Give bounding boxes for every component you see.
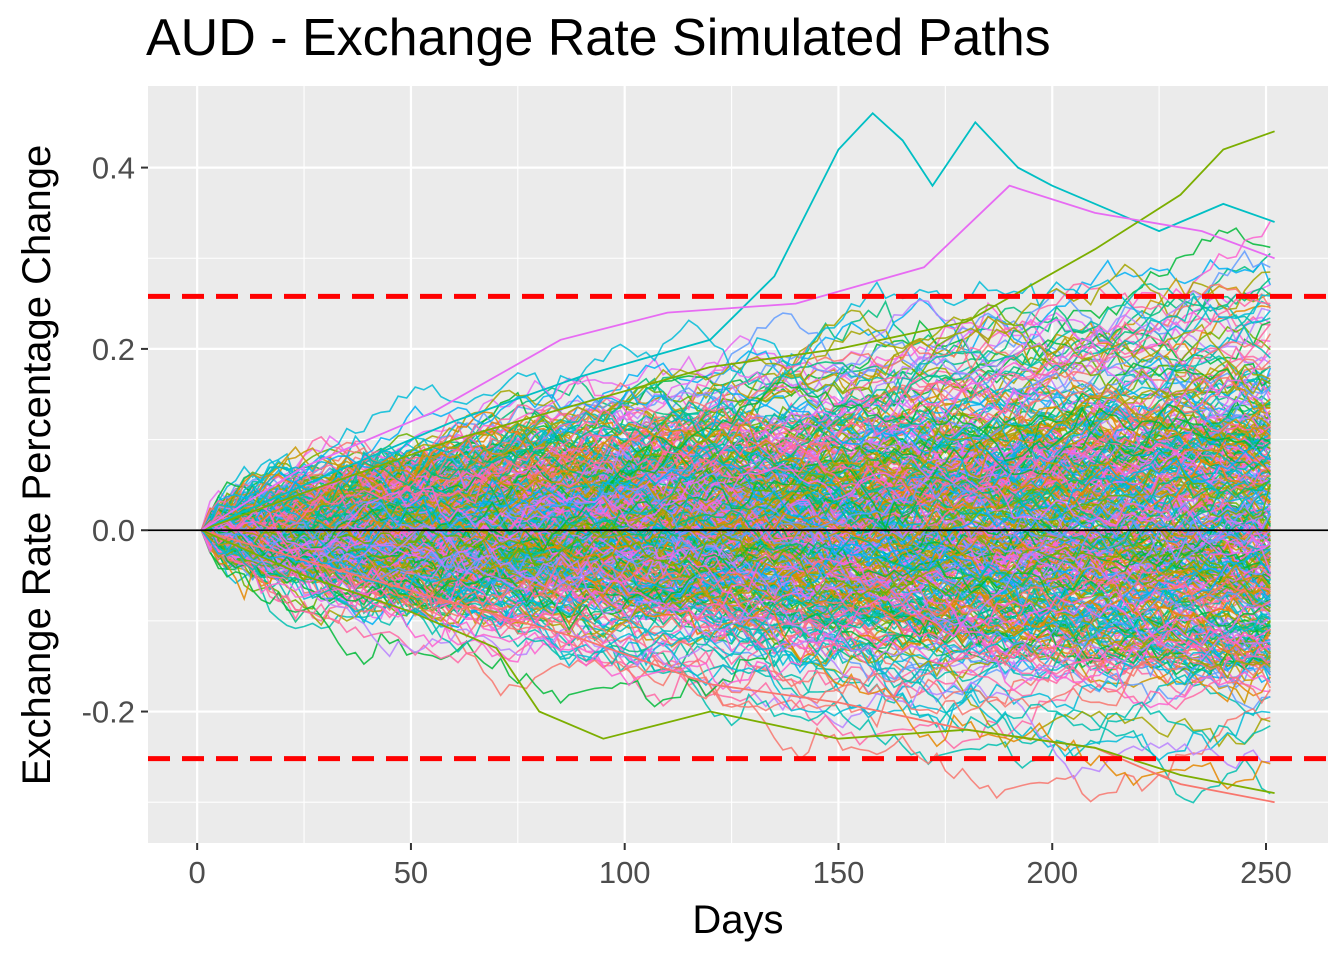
simulated-path xyxy=(201,500,1271,586)
simulated-path xyxy=(200,508,1271,677)
series-line xyxy=(201,130,1275,532)
simulated-path xyxy=(200,323,1271,531)
simulated-path xyxy=(201,449,1271,551)
simulated-path xyxy=(201,381,1271,568)
simulated-path xyxy=(201,457,1271,611)
simulated-path xyxy=(200,483,1272,597)
x-tick-label: 100 xyxy=(599,855,651,890)
simulated-path xyxy=(201,279,1271,535)
simulated-path xyxy=(201,516,1271,790)
simulated-path xyxy=(200,429,1271,613)
chart-title: AUD - Exchange Rate Simulated Paths xyxy=(146,9,1051,67)
simulated-path xyxy=(200,383,1271,531)
simulated-path xyxy=(201,528,1271,745)
simulated-path xyxy=(200,529,1271,675)
simulated-path xyxy=(200,382,1271,531)
x-tick-label: 50 xyxy=(394,855,428,890)
series-line xyxy=(201,529,1275,804)
simulated-path xyxy=(200,384,1271,531)
simulated-path xyxy=(201,529,1271,716)
simulated-path xyxy=(200,516,1271,659)
simulated-path xyxy=(201,529,1271,734)
y-tick-label: 0.2 xyxy=(92,332,135,367)
x-axis-title: Days xyxy=(692,898,783,942)
simulated-path xyxy=(201,482,1271,675)
x-tick-label: 0 xyxy=(189,855,206,890)
simulated-path xyxy=(200,409,1271,562)
simulated-path xyxy=(200,515,1271,662)
simulated-path xyxy=(200,522,1271,641)
y-tick-label: 0.4 xyxy=(92,151,135,186)
y-tick-label: 0.0 xyxy=(92,513,135,548)
simulated-path xyxy=(201,521,1271,626)
simulated-path xyxy=(200,416,1271,553)
tick-layer: 0 50 100 150 200 250 -0.2 0.0 0.2 0.4 xyxy=(82,151,1292,890)
simulated-path xyxy=(201,354,1271,539)
simulated-path xyxy=(200,359,1271,544)
simulated-path xyxy=(200,504,1271,655)
simulated-path xyxy=(201,434,1271,562)
simulated-path xyxy=(200,439,1271,558)
series-line xyxy=(201,111,1275,532)
simulated-path xyxy=(200,529,1271,708)
simulated-path xyxy=(200,395,1271,531)
series-line xyxy=(200,184,1275,531)
simulated-path xyxy=(200,403,1271,579)
x-tick-label: 250 xyxy=(1240,855,1292,890)
simulated-path xyxy=(200,479,1272,563)
simulated-path xyxy=(201,514,1271,682)
simulated-path xyxy=(200,446,1271,583)
simulated-path xyxy=(200,456,1271,545)
simulated-path xyxy=(201,505,1271,691)
y-axis-title: Exchange Rate Percentage Change xyxy=(15,145,59,785)
x-tick-label: 150 xyxy=(813,855,865,890)
reference-lines xyxy=(148,293,1328,762)
simulated-path xyxy=(200,366,1271,547)
simulated-path xyxy=(201,478,1271,588)
simulated-path xyxy=(200,454,1272,573)
x-tick-label: 200 xyxy=(1026,855,1078,890)
series-line xyxy=(201,529,1275,794)
simulated-path xyxy=(200,298,1271,531)
simulated-path xyxy=(200,489,1271,654)
series-layer xyxy=(200,111,1275,804)
y-tick-label: -0.2 xyxy=(82,695,135,730)
